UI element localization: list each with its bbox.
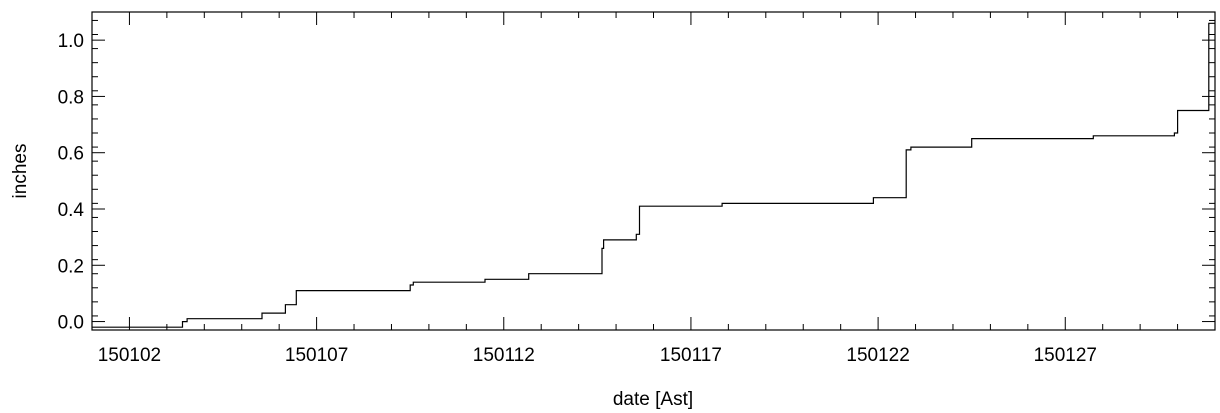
x-tick-label: 150127 xyxy=(1034,345,1097,366)
series-line xyxy=(92,22,1215,328)
x-tick-label: 150102 xyxy=(98,345,161,366)
axis-ticks xyxy=(92,12,1215,331)
plot-lines xyxy=(92,22,1215,328)
x-tick-label: 150122 xyxy=(846,345,909,366)
y-tick-label: 1.0 xyxy=(58,31,84,52)
y-tick-label: 0.4 xyxy=(58,200,85,221)
x-tick-label: 150107 xyxy=(285,345,348,366)
y-tick-label: 0.2 xyxy=(58,256,84,277)
x-tick-label: 150117 xyxy=(660,345,722,366)
y-axis-label: inches xyxy=(10,144,31,199)
x-tick-label: 150112 xyxy=(473,345,535,366)
y-tick-label: 0.6 xyxy=(58,144,84,165)
tick-labels: 0.0 0.2 0.4 0.6 0.8 1.0 150102 150107 150112 1501… xyxy=(58,31,1097,366)
plot-frame xyxy=(91,11,1216,331)
y-tick-label: 0.8 xyxy=(58,87,84,108)
x-axis-label: date [Ast] xyxy=(613,389,693,410)
y-tick-label: 0.0 xyxy=(58,313,84,334)
